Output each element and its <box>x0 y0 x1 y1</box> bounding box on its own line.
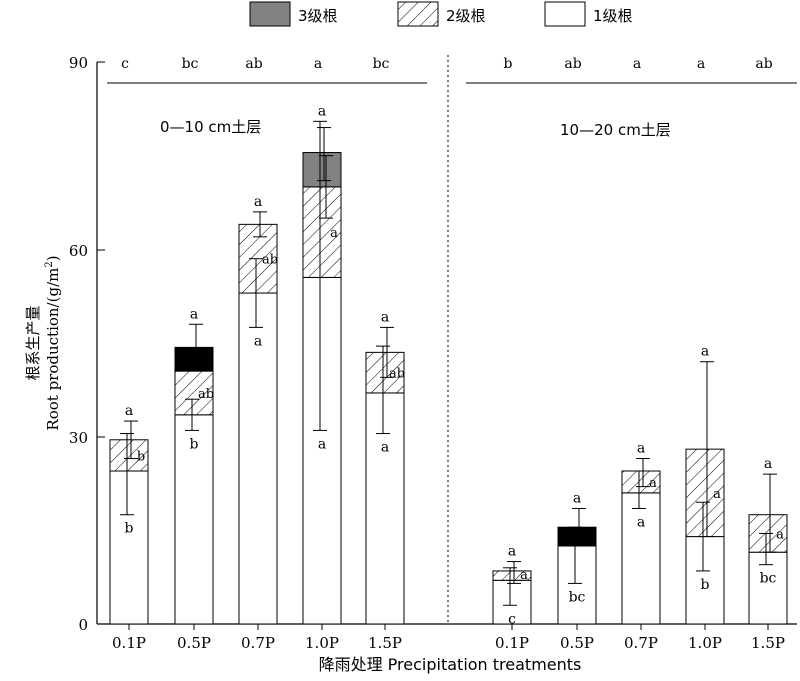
y-axis-label-close: ) <box>44 255 62 261</box>
x-tick-label: 1.5P <box>751 634 785 652</box>
y-axis-label-en-main: Root production/(g/m <box>44 268 62 431</box>
bar-segment-third <box>302 152 342 188</box>
group-significance-letter: ab <box>245 56 262 72</box>
x-tick-label: 1.0P <box>305 634 339 652</box>
y-tick-label: 60 <box>69 242 88 260</box>
group-significance-letter: ab <box>755 56 772 72</box>
significance-letter-bottom: a <box>381 440 389 456</box>
significance-letter-mid: a <box>776 527 784 542</box>
significance-letter-bottom: a <box>254 333 262 349</box>
bar-segment-second <box>174 370 214 416</box>
significance-letter-bottom: a <box>637 514 645 530</box>
x-tick-label: 0.5P <box>177 634 211 652</box>
significance-letter-mid: a <box>713 487 721 502</box>
significance-letter-mid: ab <box>198 387 214 402</box>
bar-segment-second <box>109 439 149 472</box>
x-tick-label: 0.5P <box>560 634 594 652</box>
bar-segment-first <box>748 551 788 625</box>
y-tick-label: 30 <box>69 429 88 447</box>
bar-segment-first <box>365 392 405 625</box>
y-axis-label-cn: 根系生产量 <box>24 305 42 380</box>
significance-letter-top: a <box>573 490 581 506</box>
bar-segment-first <box>557 545 597 625</box>
significance-letter-bottom: a <box>318 436 326 452</box>
significance-letter-top: a <box>381 309 389 325</box>
group-significance-letter: a <box>697 56 705 72</box>
bar-segment-first <box>109 470 149 625</box>
bar-segment-second <box>685 448 725 538</box>
group-significance-letter: a <box>314 56 322 72</box>
legend-swatch-first <box>544 1 586 27</box>
group-significance-letter: bc <box>373 56 390 72</box>
significance-letter-top: a <box>764 456 772 472</box>
x-tick-label: 0.7P <box>624 634 658 652</box>
significance-letter-mid: b <box>137 449 145 464</box>
legend-label-first: 1级根 <box>593 7 633 25</box>
significance-letter-top: a <box>701 344 709 360</box>
significance-letter-top: a <box>254 194 262 210</box>
x-axis-label: 降雨处理 Precipitation treatments <box>319 655 582 674</box>
x-tick-label: 1.0P <box>688 634 722 652</box>
legend-swatch-third <box>249 1 291 27</box>
bar-segment-third <box>174 346 214 372</box>
significance-letter-top: a <box>508 544 516 560</box>
legend-swatch-second <box>397 1 439 27</box>
significance-letter-top: a <box>318 103 326 119</box>
significance-letter-bottom: b <box>125 521 134 537</box>
group-significance-letter: bc <box>182 56 199 72</box>
group-significance-letter: ab <box>564 56 581 72</box>
y-axis-label-en: Root production/(g/m2) <box>44 255 62 430</box>
significance-letter-mid: ab <box>389 367 405 382</box>
y-tick-label: 0 <box>78 616 88 634</box>
bar-segment-first <box>621 492 661 625</box>
group-significance-letter: c <box>121 56 129 72</box>
significance-letter-mid: ab <box>262 253 278 268</box>
layer-label: 0—10 cm土层 <box>160 118 261 136</box>
bar-segment-first <box>302 276 342 625</box>
significance-letter-top: a <box>637 441 645 457</box>
legend: 3级根 2级根 1级根 <box>249 1 633 27</box>
significance-letter-bottom: bc <box>569 589 586 605</box>
x-tick-label: 0.7P <box>241 634 275 652</box>
axes: 0 30 60 90 根系生产量 Root production/(g/m2) … <box>24 54 797 674</box>
y-axis-label-sup: 2 <box>44 261 55 267</box>
significance-letter-bottom: b <box>190 436 199 452</box>
bar-segment-second <box>365 351 405 394</box>
significance-letter-mid: a <box>330 226 338 241</box>
y-tick-label: 90 <box>69 54 88 72</box>
legend-label-second: 2级根 <box>446 7 486 25</box>
x-tick-label: 0.1P <box>495 634 529 652</box>
significance-letter-bottom: c <box>508 611 516 627</box>
significance-letter-mid: a <box>585 534 593 549</box>
significance-letter-mid: a <box>649 476 657 491</box>
plot-area: 0—10 cm土层abbc0.1Paabbbc0.5Paabaab0.7Paaa… <box>107 56 797 652</box>
x-tick-label: 0.1P <box>112 634 146 652</box>
significance-letter-mid: a <box>520 568 528 583</box>
y-axis-label: 根系生产量 <box>24 305 42 380</box>
x-tick-label: 1.5P <box>368 634 402 652</box>
legend-label-third: 3级根 <box>298 7 338 25</box>
significance-letter-bottom: b <box>701 577 710 593</box>
group-significance-letter: a <box>633 56 641 72</box>
bar-segment-second <box>492 570 532 581</box>
significance-letter-bottom: bc <box>760 571 777 587</box>
significance-letter-top: a <box>190 306 198 322</box>
bar-segment-first <box>238 292 278 625</box>
bar-segment-second <box>302 186 342 278</box>
significance-letter-top: a <box>125 403 133 419</box>
group-significance-letter: b <box>504 56 513 72</box>
layer-label: 10—20 cm土层 <box>560 121 671 139</box>
